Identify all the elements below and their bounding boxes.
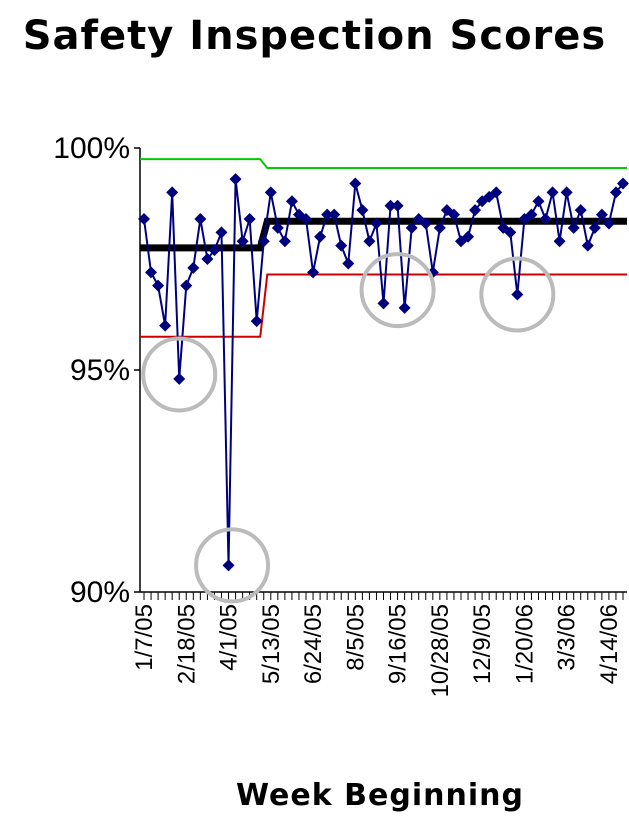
- y-tick-label: 90%: [70, 576, 130, 609]
- data-point: [187, 261, 200, 274]
- data-point: [201, 253, 214, 265]
- x-tick-label: 3/3/06: [554, 604, 581, 671]
- x-tick-label: 9/16/05: [385, 604, 412, 684]
- mean-line: [140, 217, 627, 252]
- data-point: [152, 279, 165, 292]
- data-point: [349, 177, 362, 190]
- x-tick-label: 10/28/05: [427, 604, 454, 697]
- data-point: [222, 559, 235, 572]
- data-point: [342, 257, 355, 270]
- data-point: [145, 266, 158, 279]
- data-point: [391, 199, 404, 212]
- data-point: [264, 186, 277, 199]
- data-point: [462, 230, 475, 243]
- data-point: [447, 208, 460, 221]
- annotation-circle: [194, 527, 271, 604]
- x-axis-title: Week Beginning: [236, 778, 524, 813]
- lower-limit-line: [140, 273, 627, 338]
- upper-limit-line: [140, 158, 627, 169]
- chart-title-text: Safety Inspection Scores: [22, 13, 607, 59]
- data-point: [335, 239, 348, 252]
- data-point: [602, 217, 615, 230]
- data-point: [250, 315, 263, 328]
- data-point: [356, 204, 369, 217]
- data-point: [138, 213, 150, 226]
- data-point: [215, 226, 228, 239]
- data-point: [469, 204, 482, 217]
- data-point: [236, 235, 249, 248]
- x-tick-label: 4/1/05: [216, 604, 243, 671]
- data-point: [314, 230, 327, 243]
- x-tick-label: 5/13/05: [258, 604, 285, 684]
- data-point: [405, 221, 418, 234]
- data-point: [363, 235, 376, 248]
- data-point: [243, 213, 256, 226]
- x-tick-label: 1/20/06: [511, 604, 538, 684]
- annotation-circle: [359, 252, 436, 329]
- data-point: [511, 288, 524, 301]
- y-tick-label: 100%: [53, 132, 130, 165]
- data-point: [574, 204, 587, 217]
- x-tick-label: 12/9/05: [469, 604, 496, 684]
- data-point: [581, 239, 594, 252]
- x-tick-label: 2/18/05: [173, 604, 200, 684]
- data-point: [229, 173, 242, 186]
- data-point: [419, 217, 432, 230]
- x-tick-label: 6/24/05: [300, 604, 327, 684]
- data-point: [208, 244, 221, 257]
- annotation-circle: [479, 256, 556, 333]
- data-point: [321, 208, 334, 221]
- data-point: [173, 372, 186, 385]
- data-point: [546, 186, 559, 199]
- data-point: [166, 186, 179, 199]
- data-point: [384, 199, 397, 212]
- chart-title: Safety Inspection Scores: [0, 0, 629, 68]
- data-point: [617, 177, 629, 190]
- data-point: [180, 279, 193, 292]
- data-point: [567, 221, 580, 234]
- data-point: [285, 195, 298, 208]
- data-point: [504, 226, 517, 239]
- data-point: [307, 266, 320, 279]
- y-tick-label: 95%: [70, 354, 130, 387]
- data-point: [560, 186, 573, 199]
- data-point: [539, 213, 552, 226]
- data-point: [271, 221, 284, 234]
- annotation-circle: [141, 336, 218, 413]
- data-point: [588, 221, 601, 234]
- data-point: [398, 301, 411, 314]
- x-tick-label: 1/7/05: [131, 604, 158, 671]
- data-point: [609, 186, 622, 199]
- data-point: [553, 235, 566, 248]
- data-point: [377, 297, 390, 310]
- data-point: [300, 213, 313, 226]
- data-point: [525, 208, 538, 221]
- data-point: [159, 319, 172, 332]
- x-tick-label: 8/5/05: [342, 604, 369, 671]
- data-point: [595, 208, 608, 221]
- data-point: [257, 235, 270, 248]
- data-point: [490, 186, 503, 199]
- data-point: [370, 217, 383, 230]
- data-point: [278, 235, 291, 248]
- data-point: [194, 213, 207, 226]
- data-point: [433, 221, 446, 234]
- data-point: [328, 208, 341, 221]
- x-tick-label: 4/14/06: [596, 604, 623, 684]
- data-point: [532, 195, 545, 208]
